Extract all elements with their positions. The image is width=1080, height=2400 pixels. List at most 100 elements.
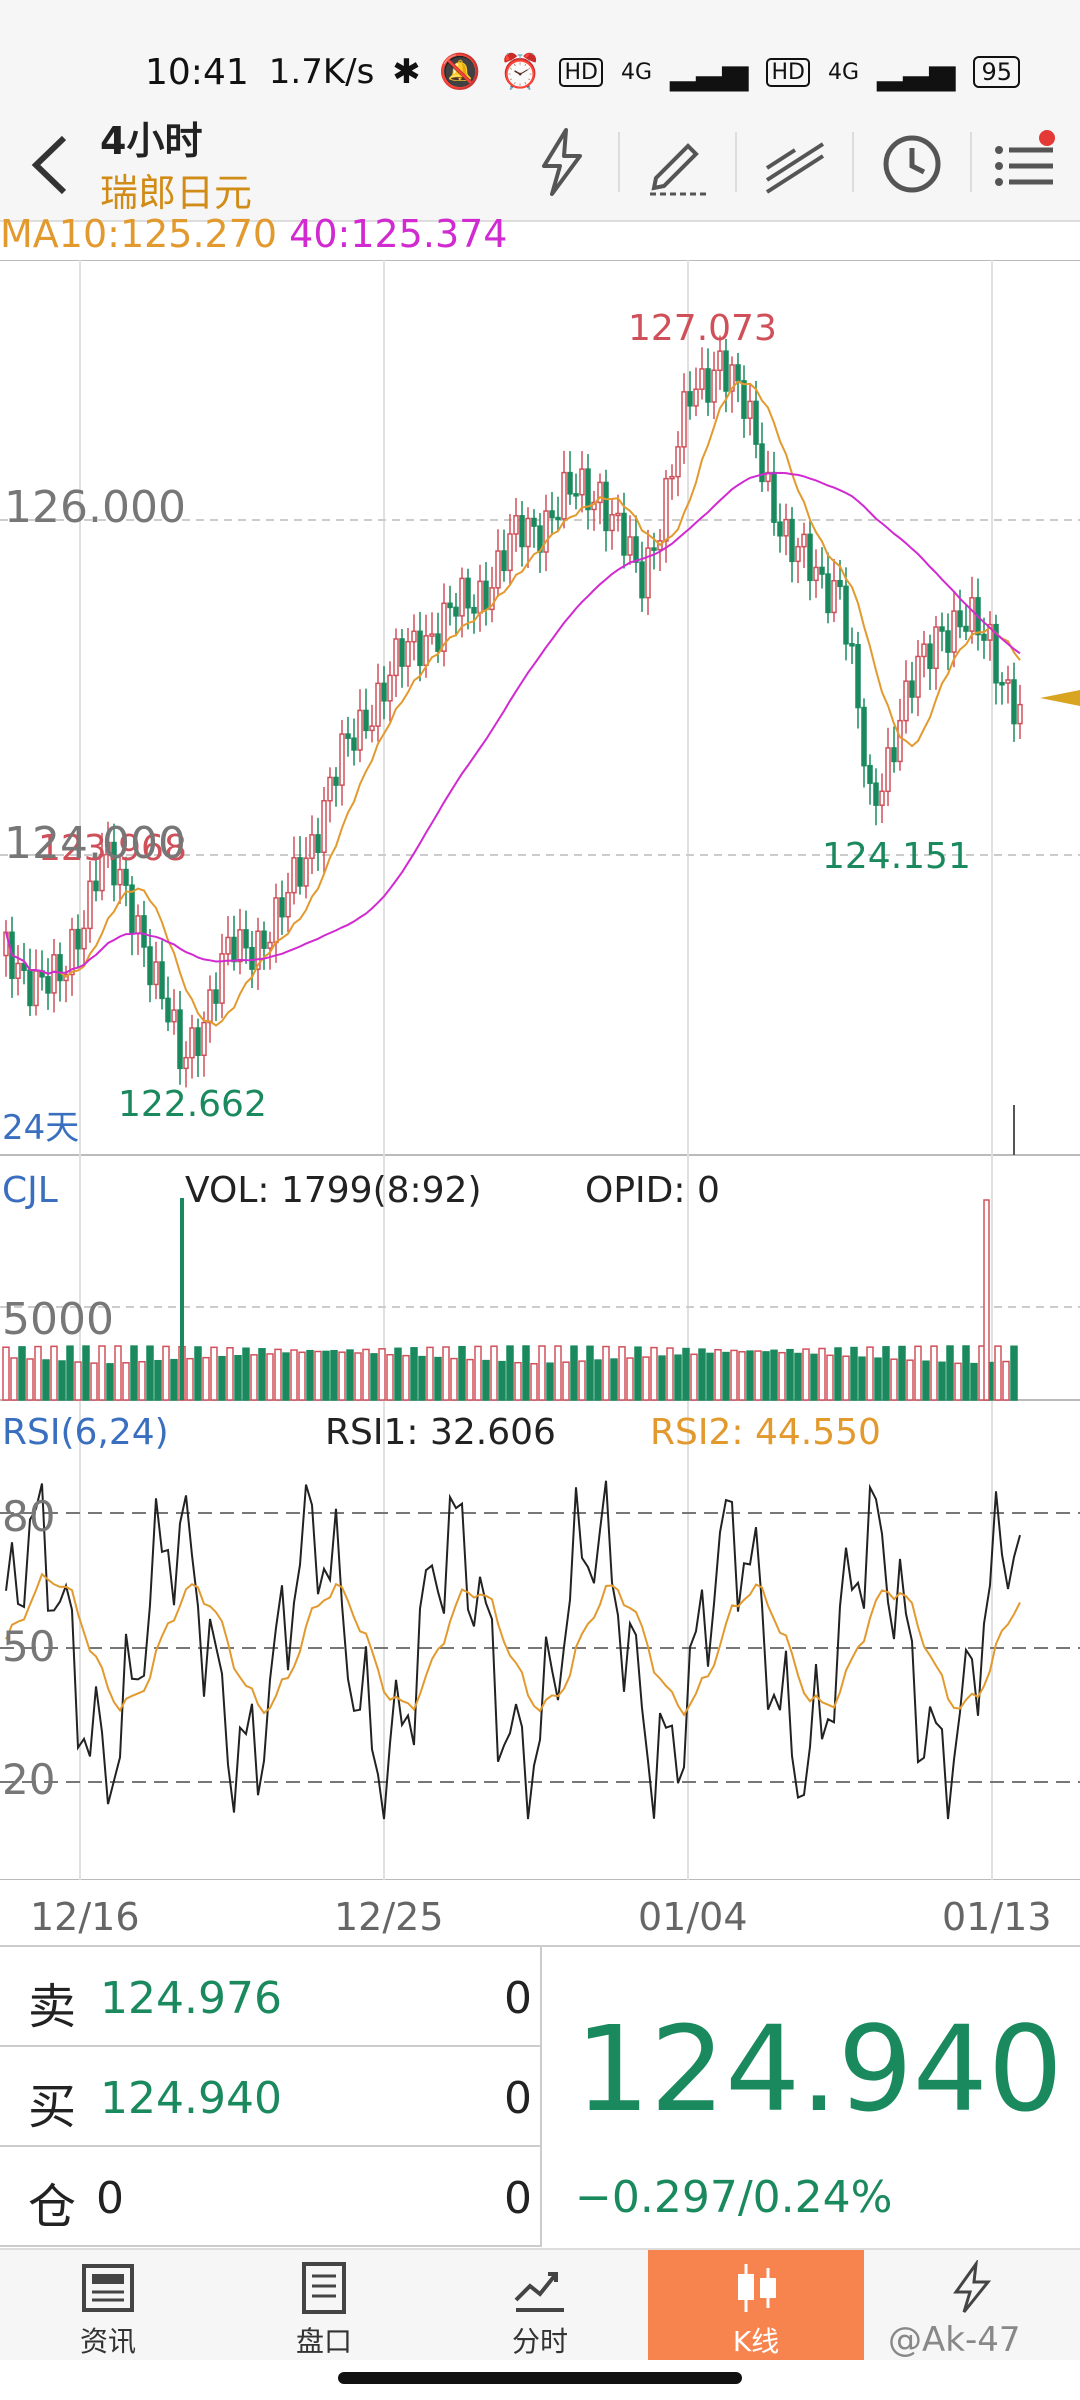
candle-body <box>837 580 843 588</box>
candle-body <box>111 841 117 886</box>
volume-bar <box>554 1345 562 1401</box>
volume-bar <box>962 1345 970 1401</box>
candle-body <box>969 597 975 632</box>
candle-body <box>51 954 57 994</box>
candle-body <box>87 880 93 930</box>
candle-body <box>729 364 735 392</box>
volume-bar <box>10 1357 18 1401</box>
volume-bar <box>658 1355 666 1401</box>
candle-body <box>993 623 999 684</box>
tab-timeshare[interactable]: 分时 <box>432 2250 648 2360</box>
volume-bar <box>258 1348 266 1401</box>
volume-bar <box>194 1346 202 1401</box>
volume-bar <box>282 1352 290 1401</box>
hd-badge: HD <box>559 57 603 87</box>
candle-body <box>375 682 381 727</box>
candle-body <box>429 633 435 637</box>
clock-icon[interactable] <box>872 122 952 202</box>
price-tick-126: 126.000 <box>4 482 186 533</box>
volume-bar <box>514 1361 522 1401</box>
lightning-icon <box>953 2260 992 2313</box>
candle-body <box>957 610 963 628</box>
candle-body <box>573 493 579 497</box>
volume-bar <box>122 1362 130 1401</box>
draw-pencil-icon[interactable] <box>638 122 718 202</box>
alarm-icon: ⏰ <box>499 52 542 92</box>
volume-bar <box>482 1359 490 1401</box>
volume-bar <box>850 1346 858 1401</box>
candle-body <box>681 391 687 448</box>
home-indicator[interactable] <box>338 2372 742 2384</box>
ma40-label: 40:125.374 <box>289 212 508 256</box>
candle-body <box>753 400 759 445</box>
kline-chart[interactable] <box>0 260 1080 1880</box>
tab-label: 资讯 <box>79 2325 136 2358</box>
tab-kline[interactable]: K线 <box>648 2250 864 2360</box>
candle-body <box>627 536 633 556</box>
status-icons: 1.7K/s ✱ 🔕 ⏰ HD 4G ▂▃▅ HD 4G ▂▃▅ 95 <box>269 52 1020 92</box>
candle-body <box>747 400 753 419</box>
volume-bar <box>274 1348 282 1401</box>
volume-bar <box>594 1359 602 1401</box>
candle-body <box>435 633 441 652</box>
candle-body <box>699 368 705 390</box>
volume-bar <box>890 1358 898 1401</box>
candle-body <box>333 776 339 786</box>
candle-body <box>501 550 507 572</box>
volume-bar <box>858 1356 866 1401</box>
local-low-label: 124.151 <box>822 836 971 877</box>
volume-bar <box>218 1355 226 1401</box>
date-label: 01/13 <box>942 1895 1052 1939</box>
back-arrow-icon[interactable] <box>22 128 82 203</box>
rsi-title: RSI(6,24) <box>2 1412 169 1453</box>
price-change: −0.297/0.24% <box>575 2172 893 2223</box>
candle-body <box>819 566 825 575</box>
volume-bar <box>802 1348 810 1401</box>
price-tick-124: 124.000 <box>4 818 186 869</box>
position-row[interactable]: 仓 0 0 <box>0 2147 542 2247</box>
volume-bar <box>466 1358 474 1401</box>
low-price-label: 122.662 <box>118 1084 267 1125</box>
candle-body <box>711 369 717 403</box>
candle-body <box>771 471 777 523</box>
candle-body <box>81 927 87 950</box>
volume-bar <box>18 1346 26 1401</box>
candle-body <box>687 391 693 407</box>
candle-body <box>411 630 417 643</box>
candle-body <box>117 868 123 886</box>
volume-bar <box>642 1356 650 1401</box>
lightning-icon[interactable] <box>522 122 602 202</box>
candle-body <box>105 841 111 856</box>
buy-label: 买 <box>28 2079 77 2135</box>
sell-row[interactable]: 卖 124.976 0 <box>0 1947 542 2047</box>
volume-bar <box>290 1349 298 1401</box>
candle-body <box>21 962 27 971</box>
sell-label: 卖 <box>28 1979 77 2035</box>
candle-body <box>759 443 765 483</box>
volume-bar <box>458 1345 466 1401</box>
candle-body <box>633 536 639 563</box>
volume-bar <box>338 1351 346 1401</box>
volume-bar <box>706 1352 714 1401</box>
volume-bar <box>346 1349 354 1401</box>
tab-flash[interactable] <box>864 2250 1080 2360</box>
buy-row[interactable]: 买 124.940 0 <box>0 2047 542 2147</box>
candle-body <box>873 782 879 806</box>
tab-news[interactable]: 资讯 <box>0 2250 216 2360</box>
tab-label: 盘口 <box>295 2325 352 2358</box>
volume-bar <box>866 1346 874 1401</box>
candle-body <box>33 970 39 1007</box>
candle-body <box>195 1027 201 1056</box>
candle-body <box>831 580 837 614</box>
candle-body <box>603 481 609 532</box>
volume-bar <box>610 1358 618 1401</box>
candle-body <box>735 364 741 382</box>
line-chart-icon <box>514 2272 564 2312</box>
indicator-icon[interactable] <box>755 122 835 202</box>
volume-bar <box>914 1345 922 1401</box>
tab-orderbook[interactable]: 盘口 <box>216 2250 432 2360</box>
menu-list-icon[interactable] <box>985 122 1065 202</box>
volume-spike <box>180 1198 184 1400</box>
candle-body <box>867 764 873 784</box>
candle-body <box>843 585 849 645</box>
